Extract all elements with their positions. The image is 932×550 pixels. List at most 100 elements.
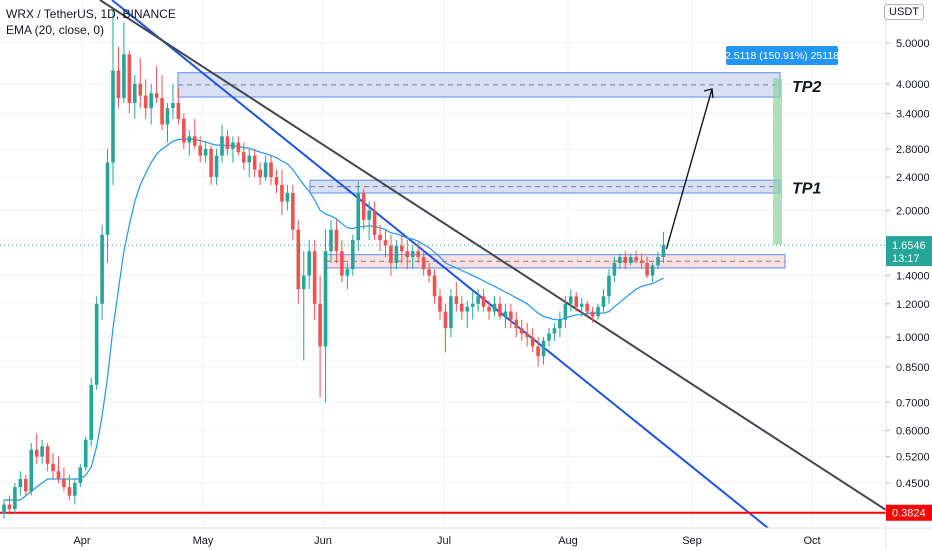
candle-body xyxy=(509,311,513,320)
candle-body xyxy=(214,155,219,178)
time-tick-label: Jul xyxy=(437,535,451,547)
candle-body xyxy=(165,108,170,125)
candle-body xyxy=(127,54,132,104)
price-tick-label: 1.0000 xyxy=(896,332,930,344)
time-axis[interactable]: Apr May Jun Jul Aug Sep Oct xyxy=(0,527,932,547)
indicator-legend[interactable]: EMA (20, close, 0) xyxy=(6,23,105,37)
candle-body xyxy=(645,263,649,276)
candle-body xyxy=(650,265,655,276)
candle-body xyxy=(176,103,181,119)
candle-body xyxy=(62,478,66,488)
candle-body xyxy=(171,103,175,109)
time-tick-label: Apr xyxy=(73,535,90,547)
candle-body xyxy=(67,487,72,496)
candle-body xyxy=(383,240,388,246)
gray-trendline xyxy=(99,0,887,511)
candle-body xyxy=(481,296,486,307)
candle-body xyxy=(40,446,44,457)
candle-body xyxy=(24,478,28,492)
price-axis[interactable]: 5.00004.00003.40002.80002.40002.00001.70… xyxy=(885,0,932,550)
candle-body xyxy=(661,245,666,258)
support-price-box xyxy=(886,504,932,521)
candle-body xyxy=(122,54,126,99)
candle-body xyxy=(182,118,186,143)
candle-body xyxy=(100,234,104,304)
time-tick-label: Aug xyxy=(558,535,578,547)
target-zones xyxy=(177,72,786,269)
candle-body xyxy=(116,70,121,99)
candle-body xyxy=(291,193,295,230)
candle-body xyxy=(318,303,322,347)
candle-body xyxy=(105,162,110,235)
candle-body xyxy=(470,303,475,307)
candle-body xyxy=(307,251,311,276)
candle-body xyxy=(143,95,148,109)
candle-body xyxy=(656,257,660,266)
candle-body xyxy=(443,311,448,329)
candle-body xyxy=(301,275,306,290)
candle-body xyxy=(83,439,88,468)
candle-body xyxy=(236,142,241,153)
candle-body xyxy=(536,346,540,357)
target-arrow-head xyxy=(703,88,714,99)
candle-body xyxy=(149,93,153,109)
candle-body xyxy=(552,328,557,334)
candle-body xyxy=(45,446,50,464)
candle-body xyxy=(280,184,284,202)
candle-body xyxy=(639,260,644,263)
measure-bar xyxy=(773,78,782,245)
candle-body xyxy=(547,333,551,341)
price-tick-label: 0.5200 xyxy=(896,452,930,464)
time-tick-label: May xyxy=(193,535,214,547)
candle-body xyxy=(449,296,453,329)
candle-body xyxy=(476,296,480,304)
candle-body xyxy=(367,210,371,220)
candle-body xyxy=(460,303,464,312)
price-tick-label: 3.4000 xyxy=(896,108,930,120)
candle-body xyxy=(312,251,317,304)
ema-layer xyxy=(4,138,664,501)
currency-label[interactable]: USDT xyxy=(884,4,924,20)
candle-body xyxy=(416,251,420,258)
zone-label-TP2: TP2 xyxy=(792,79,821,96)
candle-body xyxy=(2,504,6,514)
candle-body xyxy=(94,303,99,385)
candle-body xyxy=(378,234,382,241)
time-tick-label: Oct xyxy=(803,535,820,547)
candle-body xyxy=(203,148,208,156)
candle-body xyxy=(623,257,628,263)
candle-body xyxy=(18,478,23,488)
price-tick-label: 0.8500 xyxy=(896,362,930,374)
chart-legend: WRX / TetherUS, 1D, BINANCE EMA (20, clo… xyxy=(6,6,176,38)
candle-body xyxy=(192,136,197,146)
countdown-label: 13:17 xyxy=(892,253,920,265)
candle-body xyxy=(154,93,159,99)
candle-body xyxy=(628,257,633,263)
candle-body xyxy=(29,449,34,492)
candle-body xyxy=(519,328,524,334)
candle-body xyxy=(585,303,589,312)
candle-body xyxy=(607,275,611,297)
candle-body xyxy=(334,229,339,252)
candle-body xyxy=(252,155,257,170)
current-price-label: 1.6546 xyxy=(892,240,926,252)
price-tick-label: 2.4000 xyxy=(896,172,930,184)
candle-body xyxy=(187,136,192,143)
candle-body xyxy=(231,142,235,149)
candle-body xyxy=(465,306,470,312)
price-tick-label: 4.0000 xyxy=(896,79,930,91)
candle-body xyxy=(514,319,519,329)
candle-body xyxy=(421,257,426,270)
symbol-title[interactable]: WRX / TetherUS, 1D, BINANCE xyxy=(6,7,176,21)
trendlines xyxy=(0,0,887,529)
time-tick-label: Jun xyxy=(314,535,332,547)
candle-body xyxy=(263,162,268,178)
target-arrow xyxy=(665,88,713,250)
candle-body xyxy=(427,269,431,276)
candle-body xyxy=(634,257,638,261)
candle-body xyxy=(345,269,350,276)
price-tick-label: 0.7000 xyxy=(896,397,930,409)
candle-body xyxy=(454,296,459,304)
candle-body xyxy=(258,169,262,178)
